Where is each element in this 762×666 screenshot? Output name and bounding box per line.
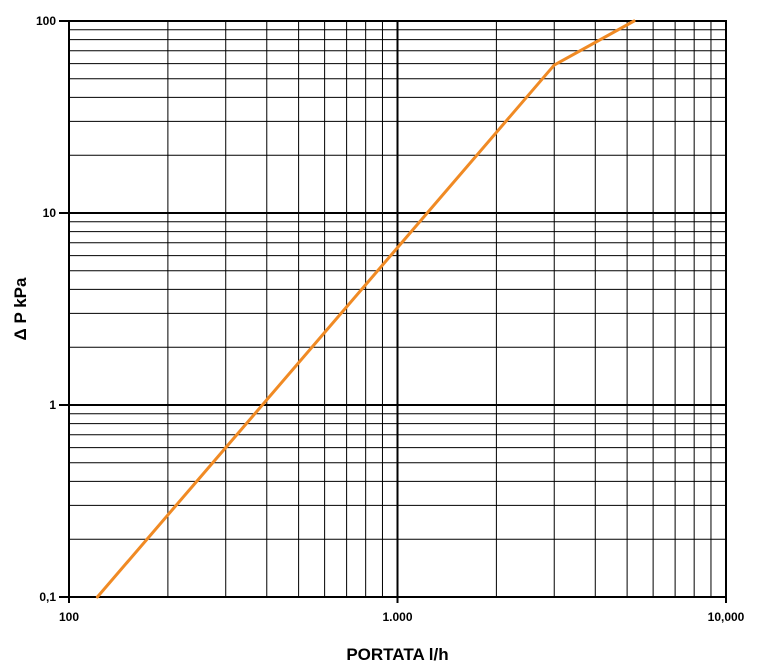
series-line xyxy=(95,19,636,599)
grid xyxy=(69,21,726,597)
y-axis-title: Δ P kPa xyxy=(11,277,30,340)
y-tick-label: 10 xyxy=(43,206,57,220)
y-axis-ticks: 0,1 1 10 100 xyxy=(36,14,69,604)
x-axis-title: PORTATA l/h xyxy=(346,645,448,664)
y-tick-label: 0,1 xyxy=(39,590,56,604)
x-tick-label: 10,000 xyxy=(708,610,745,624)
x-axis-ticks: 100 1.000 10,000 xyxy=(59,597,745,624)
y-tick-label: 100 xyxy=(36,14,56,28)
x-tick-label: 100 xyxy=(59,610,79,624)
y-tick-label: 1 xyxy=(49,398,56,412)
series-layer xyxy=(95,19,636,599)
x-tick-label: 1.000 xyxy=(382,610,412,624)
